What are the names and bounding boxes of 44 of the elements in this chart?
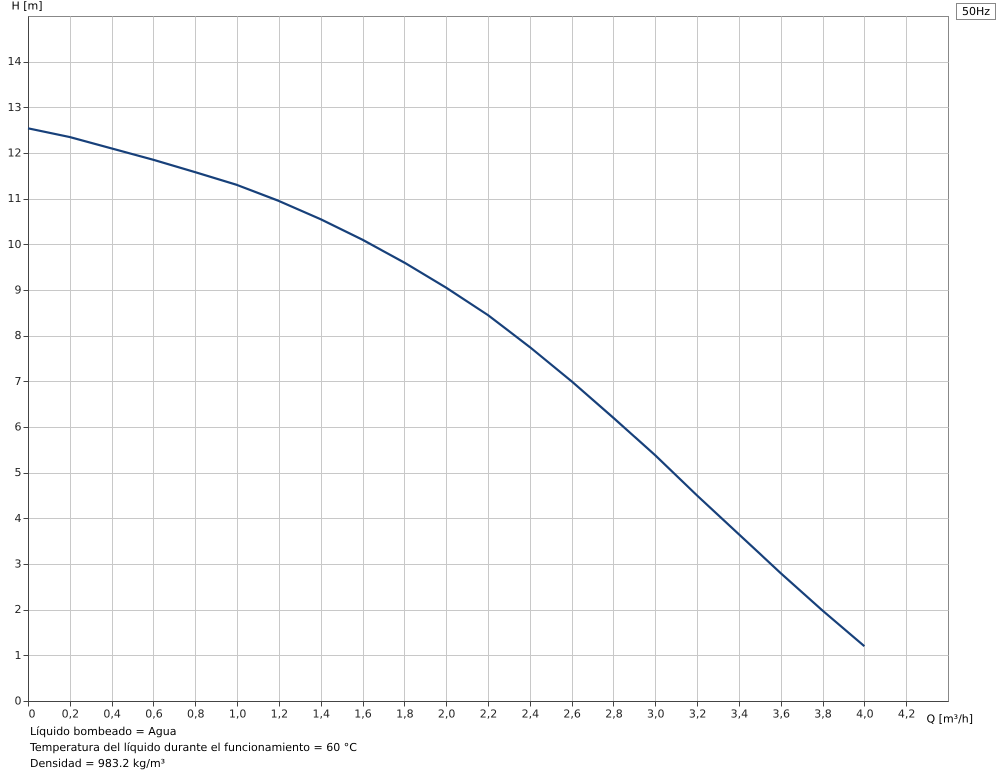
y-tick-label: 12 bbox=[8, 146, 22, 160]
x-tick-label: 3,0 bbox=[647, 708, 665, 720]
y-tick-label: 7 bbox=[14, 374, 22, 388]
x-tick-label: 1,4 bbox=[312, 708, 330, 720]
y-tick-label: 3 bbox=[14, 558, 22, 570]
x-tick-label: 0,4 bbox=[103, 708, 121, 720]
y-tick-label: 1 bbox=[14, 648, 22, 662]
y-tick-label: 6 bbox=[14, 420, 22, 434]
x-tick-label: 1,2 bbox=[270, 708, 288, 720]
y-tick-label: 14 bbox=[8, 55, 22, 68]
y-tick-label: 11 bbox=[8, 192, 22, 206]
x-tick-label: 0 bbox=[28, 708, 36, 720]
text: Densidad = 983.2 kg/m³ bbox=[30, 756, 166, 772]
x-tick-label: 3,4 bbox=[730, 708, 748, 720]
y-tick-label: 8 bbox=[14, 329, 22, 342]
x-axis-title: Q [m³/h] bbox=[926, 712, 974, 726]
text: Temperatura del líquido durante el funcionamiento = 60 °C bbox=[30, 740, 357, 756]
line-series bbox=[26, 127, 866, 648]
x-tick-label: 3,6 bbox=[772, 708, 790, 720]
x-tick-label: 0,2 bbox=[62, 708, 80, 720]
y-tick-label: 2 bbox=[14, 603, 22, 616]
y-tick-label: 13 bbox=[8, 100, 22, 114]
x-tick-label: 2,6 bbox=[563, 708, 581, 720]
y-tick-label: 4 bbox=[14, 512, 22, 525]
x-tick-label: 2,4 bbox=[522, 708, 540, 720]
text: 50Hz bbox=[956, 3, 996, 20]
x-tick-label: 3,8 bbox=[814, 708, 832, 720]
x-tick-label: 4,2 bbox=[898, 708, 916, 720]
y-tick-label: 5 bbox=[14, 466, 22, 480]
y-tick-label: 10 bbox=[8, 238, 22, 251]
x-tick-label: 0,8 bbox=[187, 708, 205, 720]
y-tick-label: 9 bbox=[14, 284, 22, 296]
x-tick-label: 1,0 bbox=[228, 708, 246, 720]
x-tick-label: 1,8 bbox=[396, 708, 414, 720]
x-tick-label: 2,8 bbox=[605, 708, 623, 720]
x-tick-label: 2,0 bbox=[438, 708, 456, 720]
x-tick-label: 1,6 bbox=[354, 708, 372, 720]
y-tick-label: 0 bbox=[14, 694, 22, 708]
text: Líquido bombeado = Agua bbox=[30, 724, 178, 740]
x-tick-label: 0,6 bbox=[145, 708, 163, 720]
y-axis-title: H [m] bbox=[12, 0, 43, 12]
x-tick-label: 3,2 bbox=[688, 708, 706, 720]
x-tick-label: 4,0 bbox=[856, 708, 874, 720]
x-tick-label: 2,2 bbox=[480, 708, 498, 720]
